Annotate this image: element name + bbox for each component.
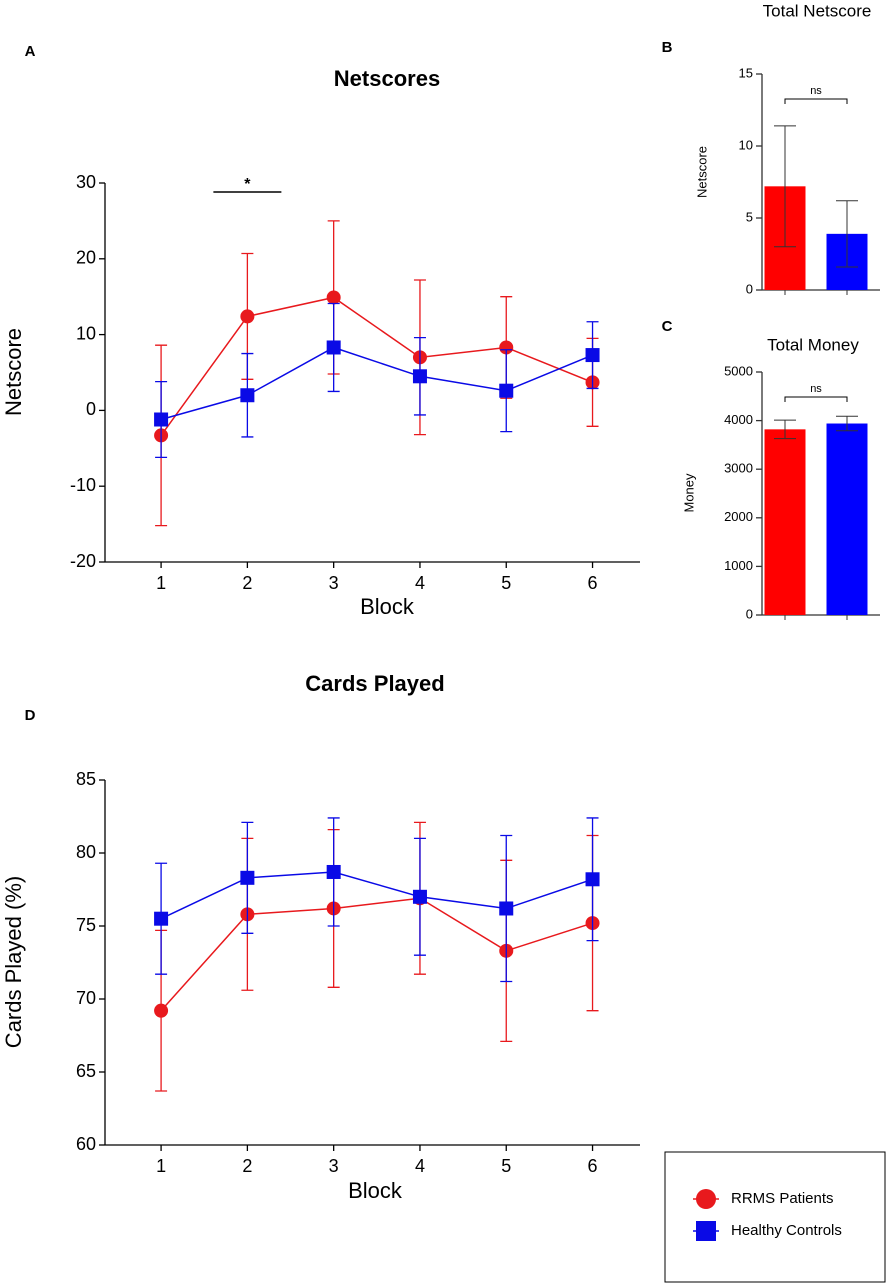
bar [764,429,806,615]
y-tick-label: 10 [739,137,753,152]
legend-label: Healthy Controls [731,1222,842,1239]
error-bar [836,200,858,268]
legend-label: RRMS Patients [731,1190,834,1207]
y-axis-label: Netscore [1,328,26,416]
y-tick-label: -10 [70,475,96,495]
marker [154,911,169,926]
y-tick-label: 0 [86,399,96,419]
legend-box [664,1151,886,1283]
y-tick-label: 3000 [724,461,753,476]
significance-label: * [244,176,251,193]
legend-marker [696,1221,716,1241]
x-tick-label: 5 [501,573,511,593]
marker [154,412,169,427]
error-bar [774,419,796,440]
y-tick-label: 85 [76,769,96,789]
marker [240,309,255,324]
series-line [160,897,593,1012]
x-tick-label: 3 [329,1156,339,1176]
x-tick-label: 6 [588,1156,598,1176]
y-tick-label: 70 [76,988,96,1008]
significance-label: ns [810,383,822,395]
legend-marker [696,1189,716,1209]
x-tick-label: 6 [588,573,598,593]
y-axis-label: Netscore [694,146,709,198]
marker [585,872,600,887]
marker [240,388,255,403]
y-tick-label: 30 [76,172,96,192]
y-tick-label: 1000 [724,558,753,573]
x-tick-label: 3 [329,573,339,593]
panel-label: A [25,43,36,60]
x-tick-label: 4 [415,573,425,593]
y-tick-label: 0 [746,606,753,621]
y-tick-label: 4000 [724,412,753,427]
marker [326,290,341,305]
error-bar [836,415,858,432]
y-axis-label: Money [681,473,696,513]
chart-title: Total Money [767,335,859,354]
marker [499,383,514,398]
chart-title: Cards Played [305,671,444,696]
y-tick-label: 60 [76,1134,96,1154]
y-tick-label: 80 [76,842,96,862]
y-tick-label: -20 [70,551,96,571]
y-tick-label: 65 [76,1061,96,1081]
marker [154,1003,169,1018]
x-tick-label: 2 [242,573,252,593]
significance-bracket [784,396,848,402]
x-tick-label: 5 [501,1156,511,1176]
panel-label: B [662,39,673,56]
significance-bracket [784,98,848,104]
marker [499,340,514,355]
marker [326,864,341,879]
y-axis-label: Cards Played (%) [1,876,26,1048]
y-tick-label: 10 [76,323,96,343]
x-tick-label: 1 [156,573,166,593]
significance-label: ns [810,85,822,97]
y-tick-label: 75 [76,915,96,935]
x-axis-label: Block [360,594,415,619]
x-tick-label: 4 [415,1156,425,1176]
x-axis-label: Block [348,1178,403,1203]
series-line [160,296,593,436]
marker [326,340,341,355]
bar [826,423,868,615]
marker [499,901,514,916]
y-tick-label: 5000 [724,363,753,378]
panel-label: C [662,318,673,335]
chart-title: Netscores [334,66,440,91]
panel-label: D [25,707,36,724]
series-line [160,346,593,421]
marker [585,348,600,363]
y-tick-label: 2000 [724,509,753,524]
y-tick-label: 15 [739,65,753,80]
x-tick-label: 2 [242,1156,252,1176]
marker [412,889,427,904]
y-tick-label: 0 [746,281,753,296]
marker [412,369,427,384]
chart-title: Total Netscore [763,1,872,20]
x-tick-label: 1 [156,1156,166,1176]
marker [240,870,255,885]
y-tick-label: 5 [746,209,753,224]
error-bar [774,125,796,248]
y-tick-label: 20 [76,248,96,268]
series-line [160,871,593,920]
